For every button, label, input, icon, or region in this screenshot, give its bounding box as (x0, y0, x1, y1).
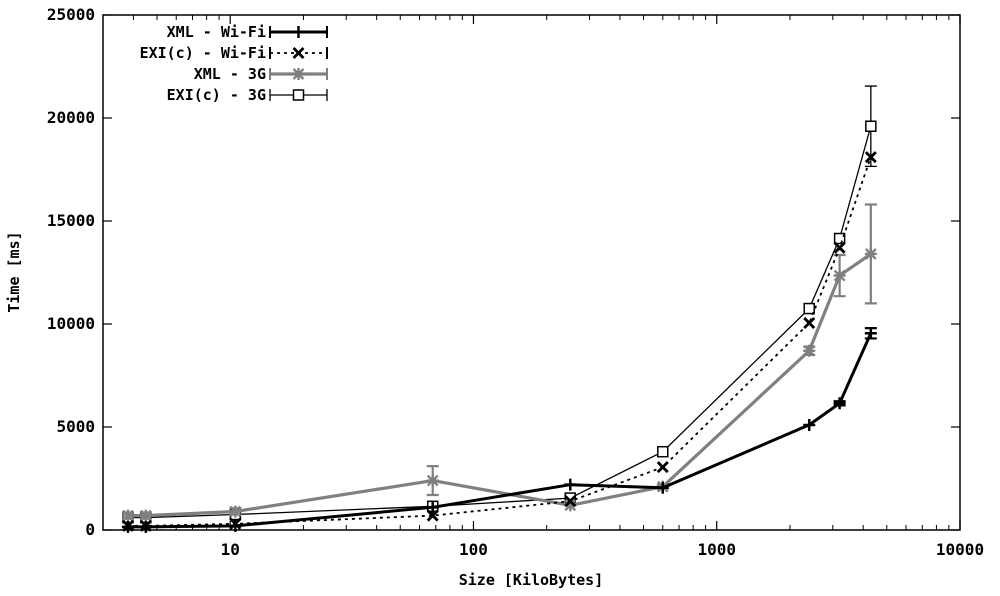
legend-label: EXI(c) - 3G (167, 86, 266, 104)
data-point (426, 474, 439, 487)
data-point (833, 397, 846, 410)
x-axis-label: Size [KiloBytes] (459, 571, 604, 589)
data-point (139, 509, 152, 522)
y-tick-label: 20000 (47, 108, 95, 127)
series-line (128, 156, 872, 527)
series-line (128, 332, 873, 529)
plot-frame (102, 14, 961, 531)
data-point (864, 151, 877, 164)
legend-label: XML - Wi-Fi (167, 23, 266, 41)
legend-label: EXI(c) - Wi-Fi (140, 44, 266, 62)
data-point (121, 520, 134, 533)
x-tick-label: 100 (459, 540, 488, 559)
data-point (657, 445, 669, 458)
legend-marker (292, 26, 305, 38)
data-point (803, 344, 816, 357)
series-line (128, 126, 872, 519)
legend-marker (292, 89, 305, 101)
data-point (139, 520, 152, 533)
data-point (833, 241, 846, 254)
data-point (564, 499, 577, 512)
y-tick-label: 10000 (47, 314, 95, 333)
legend: XML - Wi-Fi EXI(c) - Wi-Fi XML - 3G EXI(c) … (140, 23, 328, 104)
data-point (564, 495, 577, 508)
data-point (426, 509, 439, 522)
data-point (864, 327, 877, 340)
x-tick-label: 1000 (697, 540, 736, 559)
data-point (803, 302, 815, 315)
data-point (229, 505, 242, 518)
series-line (128, 252, 872, 518)
data-point (803, 418, 816, 431)
series-1 (121, 151, 877, 532)
x-tick-label: 10000 (936, 540, 984, 559)
y-tick-label: 0 (85, 520, 95, 539)
series-3 (122, 85, 877, 524)
data-point (833, 269, 846, 282)
legend-label: XML - 3G (194, 65, 266, 83)
legend-errorbar (269, 47, 328, 59)
legend-errorbar (269, 68, 328, 80)
legend-errorbar (269, 89, 328, 101)
data-point (426, 501, 439, 514)
series-2 (121, 203, 877, 522)
x-tick-label: 10 (221, 540, 240, 559)
data-point (656, 461, 669, 474)
data-point (229, 519, 242, 532)
y-axis-label: Time [ms] (5, 231, 23, 312)
data-point (656, 481, 669, 494)
legend-marker (292, 68, 305, 80)
data-point (833, 232, 846, 245)
y-tick-label: 5000 (56, 417, 95, 436)
y-tick-label: 25000 (47, 5, 95, 24)
legend-marker (292, 47, 305, 59)
series-0 (121, 327, 877, 533)
legend-errorbar (269, 26, 328, 38)
data-point (864, 247, 877, 260)
data-point (803, 316, 816, 329)
data-point (564, 478, 577, 491)
y-tick-label: 15000 (47, 211, 95, 230)
data-point (121, 509, 134, 522)
data-point (865, 120, 877, 132)
